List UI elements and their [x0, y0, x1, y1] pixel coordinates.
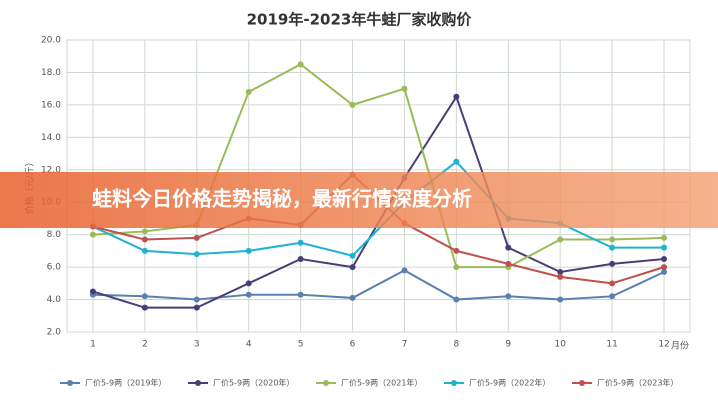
point — [401, 85, 408, 92]
point — [661, 244, 668, 251]
point — [141, 293, 148, 300]
point — [505, 260, 512, 267]
series-line — [92, 269, 665, 301]
x-tick-label: 10 — [554, 340, 566, 350]
point — [141, 247, 148, 254]
point — [193, 251, 200, 258]
point — [297, 256, 304, 262]
legend-marker — [451, 380, 457, 386]
point — [141, 304, 148, 311]
point — [557, 273, 564, 280]
y-tick-label: 8.0 — [47, 230, 62, 240]
point — [245, 280, 252, 287]
banner-background — [0, 172, 718, 228]
legend-marker — [195, 380, 201, 386]
point — [557, 236, 564, 243]
point — [141, 236, 148, 243]
y-tick-label: 14.0 — [41, 133, 61, 143]
x-tick-label: 9 — [505, 340, 511, 350]
x-tick-label: 1 — [90, 340, 96, 350]
y-tick-label: 4.0 — [47, 295, 62, 305]
y-tick-label: 12.0 — [41, 165, 61, 175]
point — [505, 244, 512, 251]
x-tick-label: 8 — [454, 340, 460, 350]
legend-label: 厂价5-9两（2023年） — [597, 378, 678, 388]
x-tick-label: 12 — [658, 340, 669, 350]
legend-label: 厂价5-9两（2019年） — [85, 378, 166, 388]
point — [661, 256, 668, 262]
point — [505, 293, 512, 300]
point — [453, 93, 460, 100]
point — [453, 296, 460, 303]
point — [193, 304, 200, 311]
point — [401, 267, 408, 274]
point — [193, 296, 200, 303]
point — [661, 234, 668, 241]
x-axis-label: 月份 — [671, 340, 689, 352]
legend-label: 厂价5-9两（2020年） — [213, 378, 294, 388]
x-tick-label: 11 — [606, 340, 617, 350]
point — [297, 61, 304, 68]
y-tick-label: 20.0 — [41, 36, 61, 46]
point — [297, 291, 304, 298]
point — [193, 234, 200, 241]
x-tick-label: 5 — [298, 340, 304, 350]
point — [557, 268, 564, 275]
y-tick-label: 6.0 — [47, 263, 62, 273]
point — [609, 293, 616, 300]
point — [609, 280, 616, 287]
x-tick-label: 3 — [194, 340, 200, 350]
point — [141, 228, 148, 235]
x-tick-label: 7 — [402, 340, 408, 350]
x-tick-label: 2 — [142, 340, 148, 350]
chart-title: 2019年-2023年牛蛙厂家收购价 — [247, 11, 473, 29]
y-tick-label: 18.0 — [41, 68, 61, 78]
banner-text: 蛙料今日价格走势揭秘，最新行情深度分析 — [92, 187, 472, 211]
point — [89, 231, 96, 238]
point — [349, 264, 356, 271]
point — [453, 247, 460, 254]
legend-marker — [323, 380, 329, 386]
point — [609, 244, 616, 251]
point — [557, 296, 564, 303]
point — [609, 236, 616, 243]
point — [349, 101, 356, 108]
point — [245, 247, 252, 254]
point — [297, 239, 304, 246]
point — [349, 294, 356, 301]
x-tick-label: 6 — [350, 340, 356, 350]
point — [609, 260, 616, 267]
y-tick-label: 16.0 — [41, 100, 61, 110]
legend-marker — [579, 380, 585, 386]
point — [661, 268, 668, 275]
y-tick-label: 2.0 — [47, 328, 62, 338]
point — [245, 88, 252, 95]
point — [453, 158, 460, 165]
point — [89, 288, 96, 295]
legend-marker — [67, 380, 73, 386]
legend-label: 厂价5-9两（2022年） — [469, 378, 550, 388]
point — [245, 291, 252, 298]
x-tick-label: 4 — [246, 340, 252, 350]
point — [661, 264, 668, 271]
banner: 蛙料今日价格走势揭秘，最新行情深度分析 — [0, 172, 718, 228]
point — [349, 252, 356, 259]
legend-label: 厂价5-9两（2021年） — [341, 378, 422, 388]
point — [453, 264, 460, 271]
